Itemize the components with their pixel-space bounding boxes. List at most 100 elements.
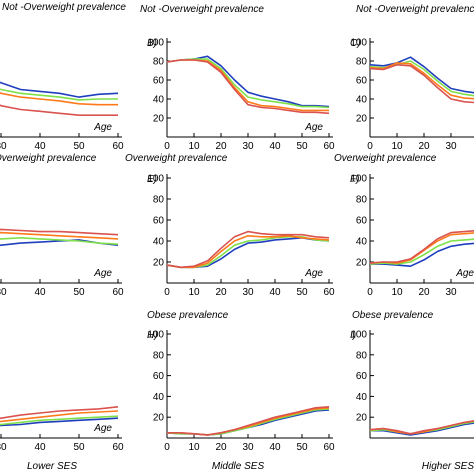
y-tick-label: 100 [147, 174, 164, 185]
series-line [369, 232, 474, 264]
x-tick-label: 50 [296, 442, 308, 453]
y-tick-label: 60 [153, 371, 165, 382]
panel-i: 20 40 60 80 100 Obese prevalence I) [350, 310, 474, 439]
x-tick-label: 20 [418, 287, 430, 298]
series-line [369, 62, 474, 100]
x-tick-label: 30 [0, 287, 7, 298]
x-tick-label: 60 [112, 442, 124, 453]
x-tick-label: 40 [34, 442, 46, 453]
series-line [370, 422, 474, 436]
series-line [166, 235, 330, 269]
panel-letter: H) [147, 330, 158, 341]
x-tick-label: 10 [188, 287, 200, 298]
x-tick-label: 40 [269, 141, 281, 152]
y-tick-label: 20 [153, 114, 165, 125]
x-tick-label: 20 [215, 141, 227, 152]
panel-title: Obese prevalence [147, 310, 229, 321]
y-tick-label: 40 [356, 392, 368, 403]
x-tick-label: 0 [164, 141, 170, 152]
series-line [370, 242, 474, 268]
x-axis-label: Age [93, 268, 112, 279]
panel-letter: F) [350, 174, 359, 185]
panel-title: Overweight prevalence [125, 153, 228, 164]
x-tick-label: 30 [0, 442, 7, 453]
series-line [167, 407, 330, 436]
y-tick-label: 80 [153, 350, 165, 361]
series-line [166, 58, 330, 109]
panel-letter: C) [350, 38, 361, 49]
x-tick-label: 0 [164, 287, 170, 298]
panel-title: Not -Overweight prevalence [356, 4, 474, 15]
x-tick-label: 30 [445, 141, 457, 152]
series-line [166, 55, 330, 108]
x-axis-label: Age [93, 122, 112, 133]
series-line [0, 406, 119, 420]
series-line [167, 406, 330, 436]
y-tick-label: 100 [147, 38, 164, 49]
y-tick-label: 60 [356, 76, 368, 87]
series-line [166, 236, 330, 269]
y-tick-label: 40 [356, 95, 368, 106]
panel-h: 20 40 60 80 100 0 10 20 30 40 50 60 Obese prevalence… [147, 310, 335, 453]
x-tick-label: 10 [391, 287, 403, 298]
y-tick-label: 20 [356, 258, 368, 269]
panel-c: 20 40 60 80 100 0 10 20 30 Not -Overweight preval… [350, 4, 474, 152]
x-axis-label: Age [93, 423, 112, 434]
series-line [166, 230, 330, 269]
x-tick-label: 60 [112, 287, 124, 298]
series-line [166, 59, 329, 112]
x-tick-label: 30 [0, 141, 7, 152]
x-tick-label: 20 [215, 287, 227, 298]
x-tick-label: 60 [323, 141, 335, 152]
x-tick-label: 50 [296, 141, 308, 152]
y-tick-label: 20 [153, 413, 165, 424]
x-tick-label: 10 [188, 141, 200, 152]
y-tick-label: 80 [153, 195, 165, 206]
panel-letter: E) [147, 174, 157, 185]
y-tick-label: 40 [153, 95, 165, 106]
series-line [369, 230, 474, 264]
series-line [369, 60, 474, 97]
x-tick-label: 30 [242, 287, 254, 298]
series-line [0, 237, 119, 245]
series-line [0, 88, 118, 101]
x-tick-label: 20 [418, 141, 430, 152]
series-line [0, 239, 119, 247]
footer-label-higher-ses: Higher SES [422, 461, 474, 472]
x-tick-label: 30 [242, 141, 254, 152]
y-tick-label: 100 [350, 174, 367, 185]
panel-f: 20 40 60 80 100 0 10 20 30 Age Overweight prevalen… [334, 153, 474, 298]
series-line [166, 409, 330, 436]
series-line [0, 231, 119, 240]
y-tick-label: 80 [356, 195, 368, 206]
series-line [166, 59, 330, 115]
x-tick-label: 0 [367, 141, 373, 152]
panel-title: Not -Overweight prevalence [2, 2, 126, 13]
panel-title: Overweight prevalence [334, 153, 437, 164]
y-tick-label: 100 [350, 38, 367, 49]
panel-letter: I) [350, 330, 356, 341]
footer-label-middle-ses: Middle SES [212, 461, 265, 472]
footer-label-lower-ses: Lower SES [27, 461, 77, 472]
y-tick-label: 40 [356, 237, 368, 248]
y-tick-label: 40 [153, 237, 165, 248]
x-axis-label: Age [455, 268, 474, 279]
x-tick-label: 60 [112, 141, 124, 152]
panel-title: Not -Overweight prevalence [140, 4, 264, 15]
series-line [0, 415, 119, 426]
y-tick-label: 20 [153, 258, 165, 269]
panel-title: Overweight prevalence [0, 153, 97, 164]
x-tick-label: 50 [73, 287, 85, 298]
y-tick-label: 20 [356, 413, 368, 424]
x-tick-label: 20 [215, 442, 227, 453]
x-tick-label: 40 [269, 442, 281, 453]
series-line [166, 237, 330, 269]
y-tick-label: 40 [153, 392, 165, 403]
y-tick-label: 80 [356, 57, 368, 68]
x-tick-label: 10 [188, 442, 200, 453]
x-axis-label: Age [304, 122, 323, 133]
